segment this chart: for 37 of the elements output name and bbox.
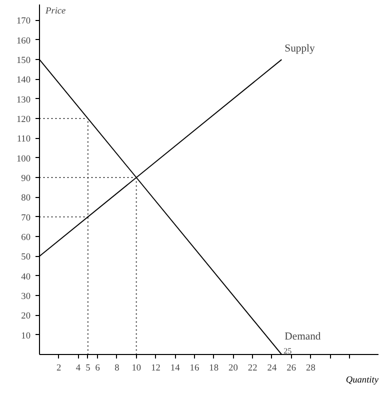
x-tick-label: 24 xyxy=(267,364,277,374)
y-tick-label: 100 xyxy=(16,154,31,164)
x-tick-label: 5 xyxy=(86,364,91,374)
y-tick-label: 90 xyxy=(21,174,31,184)
y-tick-label: 130 xyxy=(16,95,31,106)
x-tick-label: 4 xyxy=(76,364,81,374)
y-tick-label: 50 xyxy=(21,252,31,263)
y-tick-label: 70 xyxy=(21,213,31,224)
y-tick-label: 10 xyxy=(21,331,31,342)
y-tick-label: 30 xyxy=(21,292,31,302)
x-tick-label: 26 xyxy=(286,364,296,374)
x-tick-label: 14 xyxy=(170,364,180,374)
x-tick-label: 12 xyxy=(151,364,161,374)
series-label: Demand xyxy=(284,332,322,342)
y-tick-label: 20 xyxy=(21,312,31,322)
x-axis-title: Quantity xyxy=(346,376,380,386)
x-tick-label: 28 xyxy=(306,364,316,374)
x-tick-label: 20 xyxy=(228,364,238,374)
y-axis-title: Price xyxy=(44,6,66,16)
y-tick-label: 140 xyxy=(16,76,31,86)
series-label: Supply xyxy=(284,44,316,55)
y-tick-label: 170 xyxy=(16,16,31,27)
y-tick-label: 40 xyxy=(21,272,31,282)
x-tick-label: 22 xyxy=(248,364,258,374)
y-tick-label: 60 xyxy=(21,233,31,244)
y-tick-label: 120 xyxy=(16,115,31,126)
x-tick-label: 10 xyxy=(132,364,142,374)
y-tick-label: 80 xyxy=(21,194,31,204)
x-tick-label: 2 xyxy=(56,364,62,374)
x-tick-label: 8 xyxy=(114,364,120,374)
annotation: 25 xyxy=(284,346,292,356)
y-tick-label: 160 xyxy=(16,36,31,46)
x-tick-label: 18 xyxy=(209,364,219,374)
y-tick-label: 110 xyxy=(16,134,31,145)
x-tick-label: 16 xyxy=(190,364,200,374)
y-tick-label: 150 xyxy=(16,56,31,66)
x-tick-label: 6 xyxy=(95,364,100,374)
